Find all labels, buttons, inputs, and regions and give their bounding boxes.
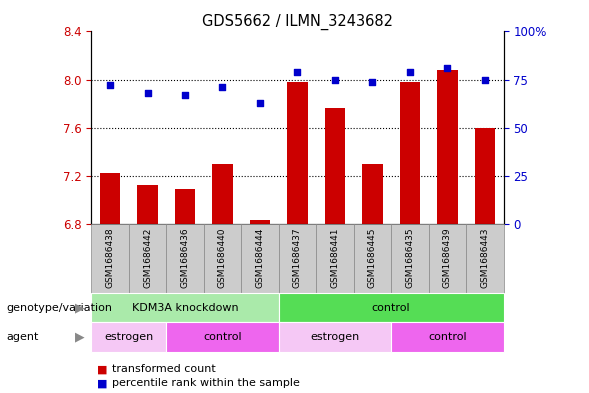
Point	[405, 69, 415, 75]
Bar	[129, 224, 166, 293]
Text: transformed count: transformed count	[112, 364, 216, 375]
Bar	[316, 224, 353, 293]
Bar	[166, 224, 204, 293]
Text: estrogen: estrogen	[310, 332, 359, 342]
Bar	[91, 224, 129, 293]
Bar	[204, 224, 241, 293]
Bar	[175, 189, 196, 224]
Text: control: control	[203, 332, 242, 342]
Point	[218, 84, 227, 90]
Text: GSM1686442: GSM1686442	[143, 228, 152, 288]
Text: GSM1686436: GSM1686436	[180, 228, 190, 288]
Text: GSM1686435: GSM1686435	[405, 228, 415, 288]
Text: GSM1686438: GSM1686438	[105, 228, 114, 288]
Bar	[475, 128, 495, 224]
Text: ▶: ▶	[75, 301, 84, 314]
Bar	[325, 108, 345, 224]
Text: KDM3A knockdown: KDM3A knockdown	[132, 303, 239, 312]
Bar	[137, 185, 158, 224]
Bar	[362, 164, 383, 224]
Bar	[91, 322, 166, 352]
Bar	[391, 322, 504, 352]
Text: ■: ■	[97, 364, 108, 375]
Point	[368, 78, 377, 84]
Title: GDS5662 / ILMN_3243682: GDS5662 / ILMN_3243682	[202, 14, 393, 30]
Point	[105, 82, 115, 88]
Text: genotype/variation: genotype/variation	[6, 303, 112, 312]
Text: estrogen: estrogen	[104, 332, 153, 342]
Point	[143, 90, 152, 96]
Text: GSM1686437: GSM1686437	[293, 228, 302, 288]
Bar	[279, 224, 316, 293]
Text: control: control	[428, 332, 466, 342]
Text: GSM1686439: GSM1686439	[443, 228, 452, 288]
Bar	[437, 70, 458, 224]
Text: ▶: ▶	[75, 331, 84, 343]
Bar	[353, 224, 391, 293]
Bar	[399, 82, 420, 224]
Bar	[250, 220, 270, 224]
Bar	[212, 164, 233, 224]
Point	[293, 69, 302, 75]
Bar	[91, 293, 279, 322]
Text: ■: ■	[97, 378, 108, 388]
Bar	[429, 224, 466, 293]
Text: GSM1686443: GSM1686443	[481, 228, 489, 288]
Text: GSM1686444: GSM1686444	[256, 228, 264, 288]
Point	[330, 76, 340, 83]
Bar	[466, 224, 504, 293]
Text: GSM1686441: GSM1686441	[330, 228, 339, 288]
Text: percentile rank within the sample: percentile rank within the sample	[112, 378, 300, 388]
Bar	[100, 173, 120, 224]
Point	[480, 76, 489, 83]
Bar	[279, 293, 504, 322]
Bar	[287, 82, 307, 224]
Bar	[279, 322, 391, 352]
Bar	[391, 224, 429, 293]
Point	[255, 99, 264, 106]
Text: GSM1686440: GSM1686440	[218, 228, 227, 288]
Bar	[241, 224, 279, 293]
Text: GSM1686445: GSM1686445	[368, 228, 377, 288]
Text: agent: agent	[6, 332, 38, 342]
Point	[443, 65, 452, 71]
Point	[180, 92, 190, 98]
Text: control: control	[372, 303, 411, 312]
Bar	[166, 322, 279, 352]
